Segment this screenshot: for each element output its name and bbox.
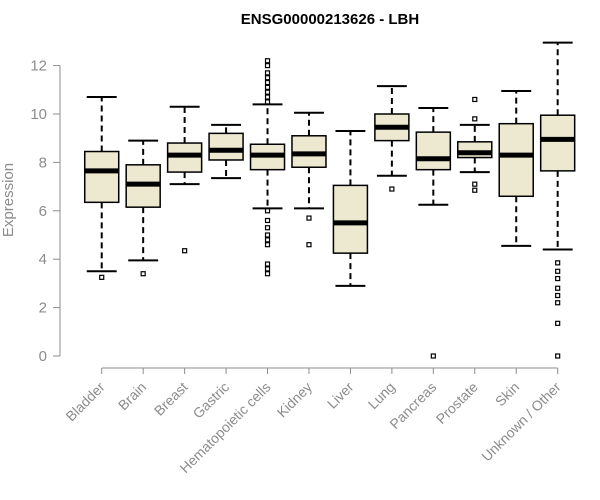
outlier-point [555,300,561,306]
box-group [83,96,120,280]
box-group [249,58,286,277]
outlier-point [264,217,271,224]
box-iqr [208,132,244,161]
y-tick-label: 4 [39,251,47,268]
box-iqr [332,184,369,254]
box-group [457,96,493,193]
outlier-point [264,94,271,100]
outlier-point [264,232,271,238]
outlier-point [264,70,271,76]
outlier-point [389,186,395,192]
box-iqr [415,131,452,171]
outlier-point [264,237,271,243]
outlier-point [555,353,561,359]
outlier-point [264,75,271,81]
outlier-point [555,260,561,266]
box-group [125,139,161,277]
box-group [166,105,203,254]
y-axis: 0 2 4 6 8 10 12 [30,58,61,365]
x-tick-label: Bladder [62,379,108,425]
x-tick-label: Unknown / Other [478,379,564,465]
outlier-point [264,225,271,231]
chart-title: ENSG00000213626 - LBH [241,11,419,28]
outlier-point [555,275,561,282]
outlier-point [264,89,271,95]
box-iqr [498,122,534,198]
outlier-point [182,248,188,254]
outlier-point [430,353,436,359]
y-axis-label: Expression [0,163,17,237]
outlier-point [264,62,271,69]
x-tick-label: Kidney [274,379,316,421]
outlier-point [555,268,561,274]
outlier-point [306,215,312,221]
box-iqr [539,114,576,172]
y-tick-label: 6 [39,203,47,220]
outlier-point [555,285,561,291]
box-group [374,85,410,192]
box-group [415,106,452,359]
outlier-point [264,58,271,64]
outlier-point [472,187,478,193]
outlier-point [99,274,105,280]
x-tick-label: Lung [365,379,398,412]
outlier-point [472,96,478,103]
outlier-point [264,208,271,214]
outlier-point [306,242,312,248]
outlier-point [472,181,478,187]
box-group [498,90,534,247]
x-tick-label: Breast [151,379,191,419]
box-group [539,41,576,359]
outlier-point [555,292,561,299]
y-tick-label: 10 [30,106,47,123]
y-tick-label: 8 [39,154,47,171]
outlier-point [140,271,146,277]
y-tick-label: 2 [39,300,47,317]
outlier-point [264,99,271,105]
x-tick-label: Skin [492,379,523,410]
outlier-point [264,261,271,267]
x-tick-label: Brain [115,379,149,413]
box-iqr [83,150,120,204]
x-tick-label: Liver [324,379,357,412]
outlier-point [264,84,271,90]
outlier-point [264,266,271,272]
x-tick-label: Prostate [433,379,481,427]
outlier-point [264,242,271,248]
box-series [83,41,576,359]
outlier-point [264,271,271,277]
y-tick-label: 12 [30,58,47,75]
box-group [332,129,369,287]
outlier-point [472,116,478,122]
outlier-point [555,320,561,326]
box-group [208,123,244,180]
y-tick-label: 0 [39,348,47,365]
box-group [291,111,327,248]
outlier-point [264,79,271,86]
